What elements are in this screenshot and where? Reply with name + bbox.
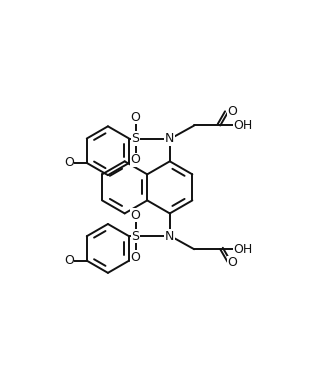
Text: O: O: [131, 251, 141, 264]
Text: O: O: [131, 153, 141, 166]
Text: O: O: [131, 111, 141, 124]
Text: O: O: [227, 105, 237, 118]
Text: N: N: [165, 230, 174, 243]
Text: OH: OH: [233, 119, 253, 132]
Text: N: N: [165, 132, 174, 145]
Text: S: S: [132, 132, 140, 145]
Text: O: O: [227, 256, 237, 270]
Text: O: O: [64, 156, 74, 169]
Text: O: O: [64, 254, 74, 267]
Text: O: O: [131, 209, 141, 222]
Text: OH: OH: [233, 243, 253, 256]
Text: S: S: [132, 230, 140, 243]
